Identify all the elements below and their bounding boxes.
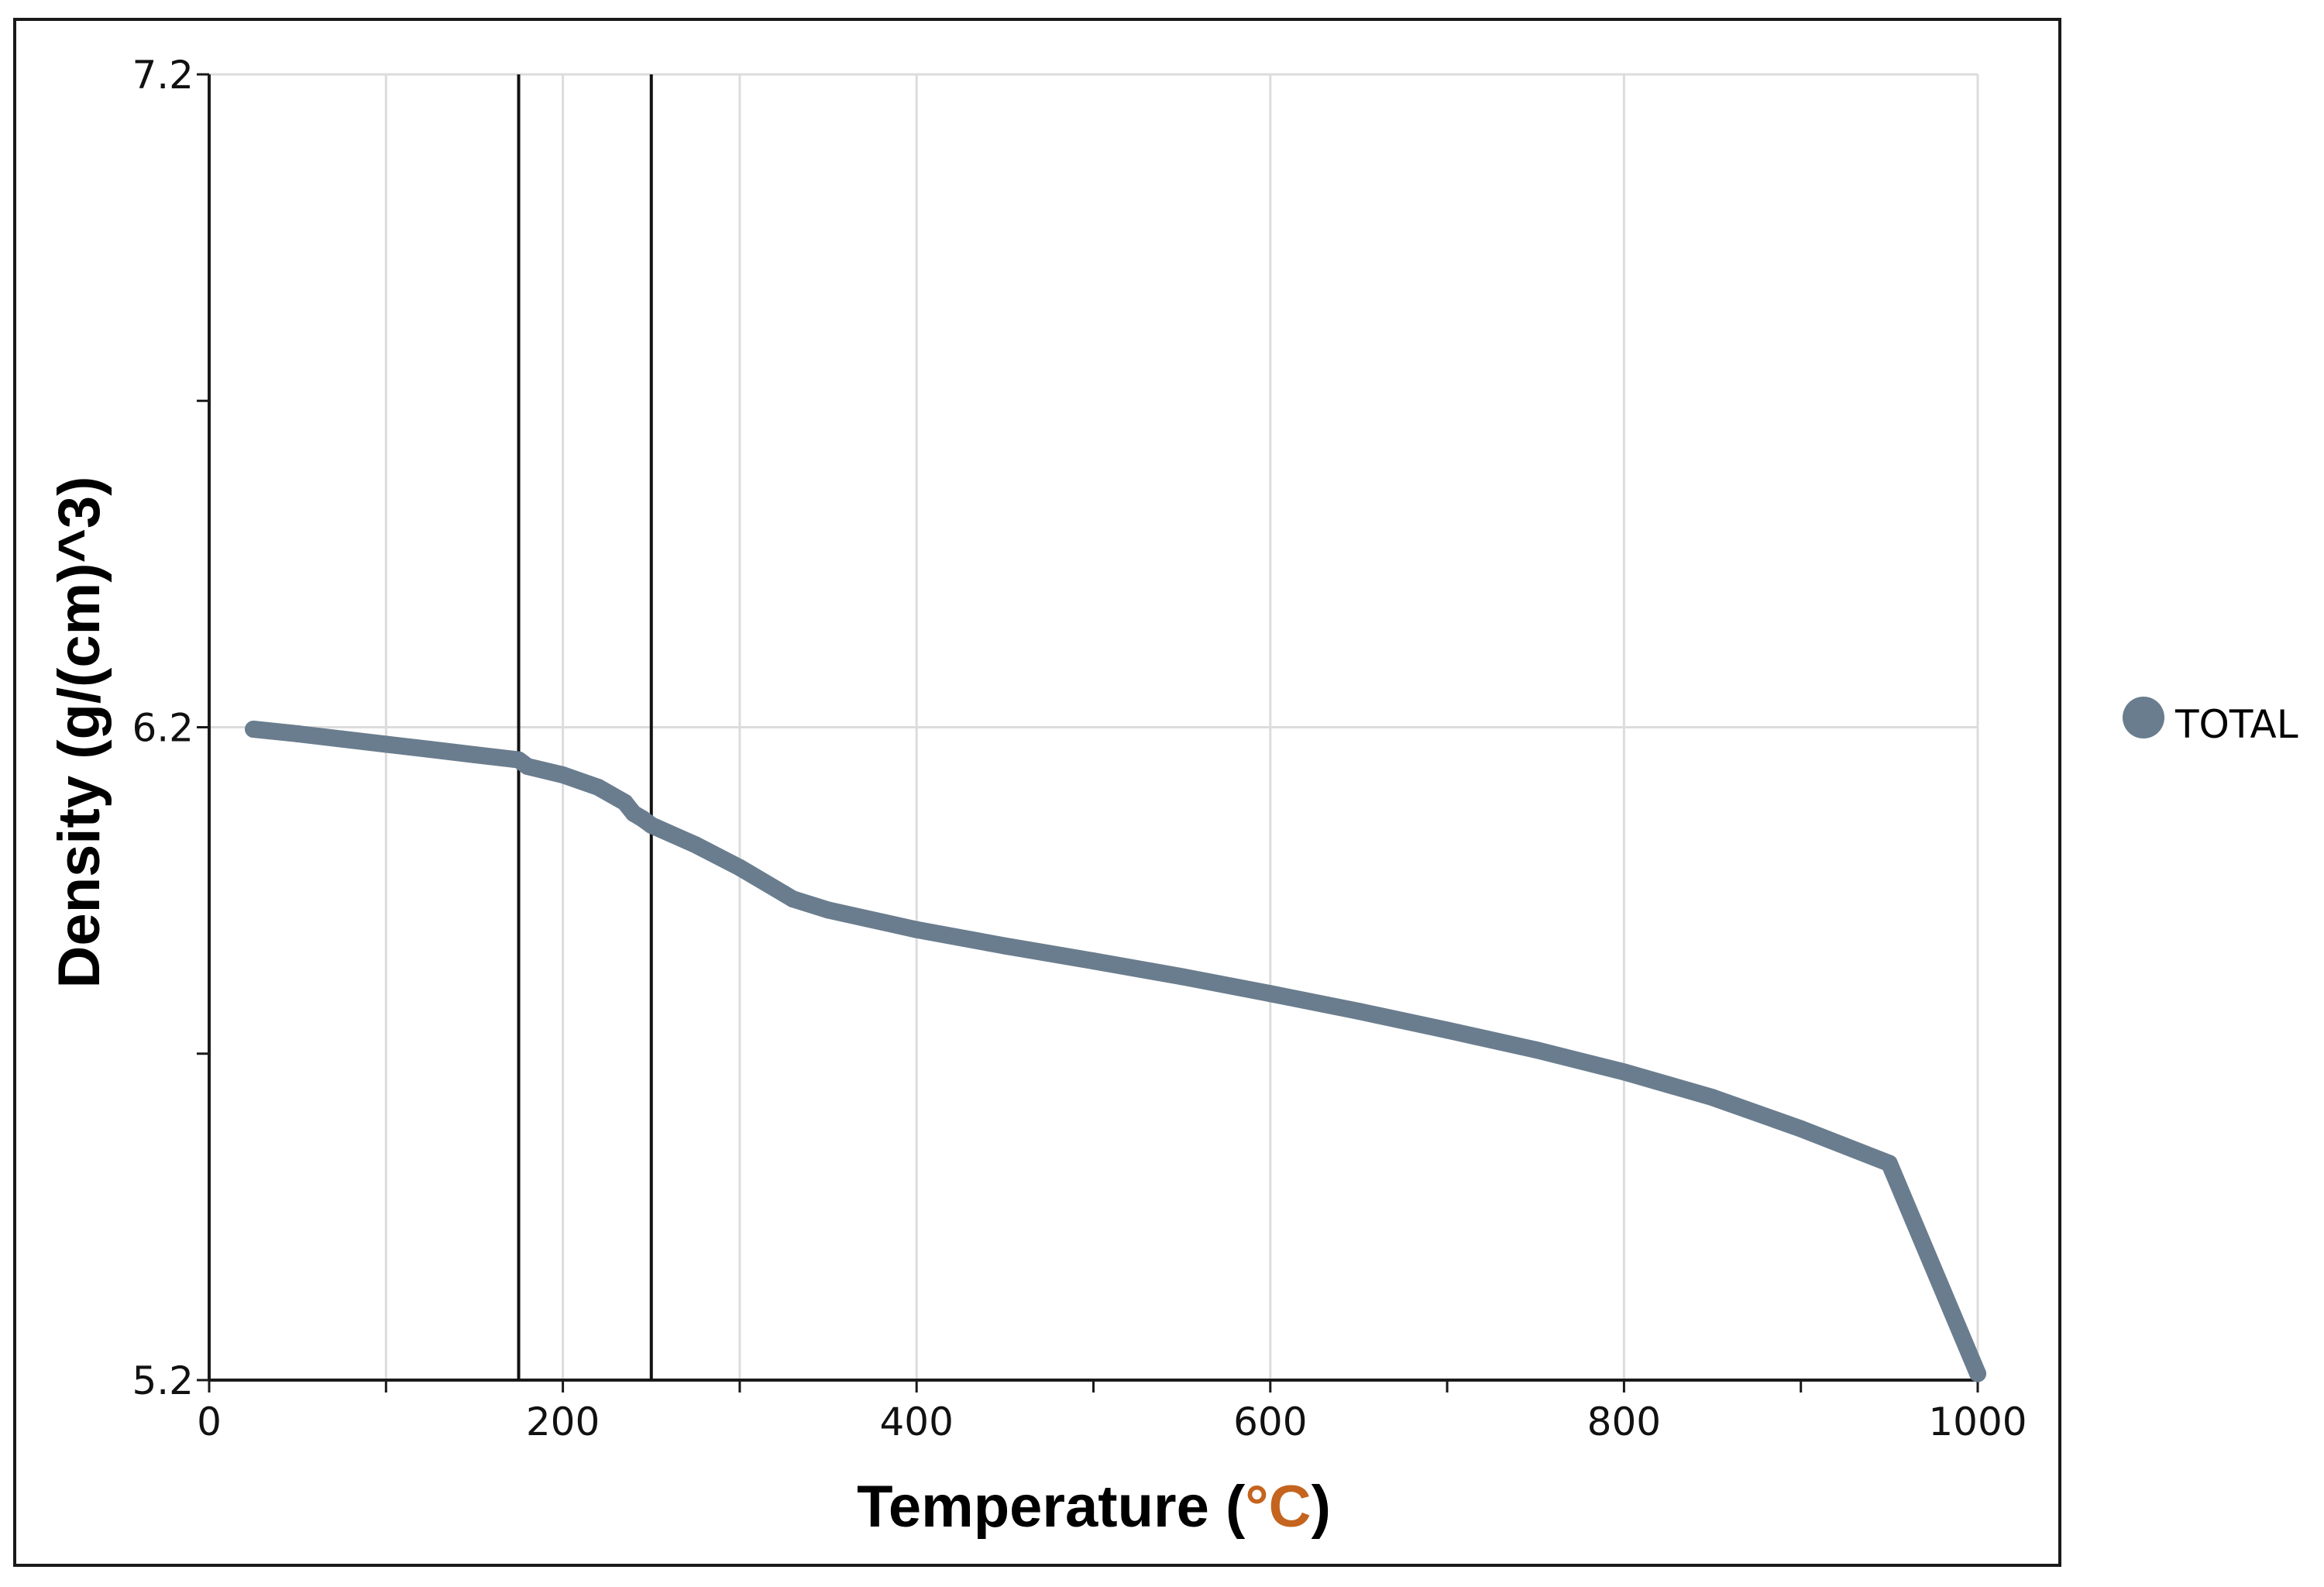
- data-point: [908, 921, 926, 938]
- data-point: [686, 836, 704, 854]
- x-tick-label: 400: [879, 1399, 953, 1444]
- data-point: [590, 779, 607, 797]
- data-point: [1792, 1120, 1810, 1138]
- data-point: [731, 859, 748, 876]
- y-tick-label: 7.2: [132, 53, 194, 98]
- axes: [197, 73, 1979, 1392]
- data-point: [421, 741, 439, 759]
- data-point: [245, 721, 263, 738]
- data-point: [784, 890, 802, 908]
- data-point: [377, 735, 395, 753]
- tick-labels: 0 200 400 600 800 1000 5.2 6.2 7.2: [132, 53, 2027, 1444]
- data-point: [996, 937, 1014, 955]
- legend: TOTAL: [2123, 697, 2298, 747]
- data-point: [1173, 968, 1191, 986]
- x-tick-label: 200: [526, 1399, 600, 1444]
- grid: [209, 73, 1979, 1382]
- data-point: [289, 725, 307, 742]
- data-point: [1439, 1021, 1456, 1039]
- x-tick-label: 600: [1233, 1399, 1307, 1444]
- legend-marker-total: [2123, 697, 2164, 738]
- data-point: [1969, 1365, 1986, 1382]
- data-point: [1615, 1063, 1633, 1081]
- data-series: [245, 721, 1986, 1382]
- data-point: [820, 901, 837, 919]
- x-tick-label: 0: [197, 1399, 222, 1444]
- data-point: [1880, 1155, 1898, 1172]
- data-point: [1527, 1041, 1545, 1059]
- x-tick-label: 800: [1587, 1399, 1661, 1444]
- data-point: [642, 816, 660, 834]
- x-axis-title: Temperature (°C): [857, 1474, 1331, 1540]
- chart-frame: [13, 18, 2061, 1567]
- vertical-markers: [517, 74, 653, 1380]
- data-point: [466, 745, 483, 763]
- legend-label-total: TOTAL: [2174, 702, 2298, 747]
- data-point: [1261, 985, 1279, 1003]
- y-tick-label: 6.2: [132, 706, 194, 751]
- data-point: [333, 730, 351, 748]
- data-point: [1085, 952, 1102, 970]
- y-axis-title: Density (g/(cm)^3): [46, 477, 112, 989]
- data-point: [1349, 1002, 1367, 1020]
- data-point: [1703, 1089, 1721, 1107]
- y-tick-label: 5.2: [132, 1358, 194, 1403]
- data-point: [518, 758, 536, 776]
- data-point: [554, 766, 572, 784]
- x-tick-label: 1000: [1928, 1399, 2027, 1444]
